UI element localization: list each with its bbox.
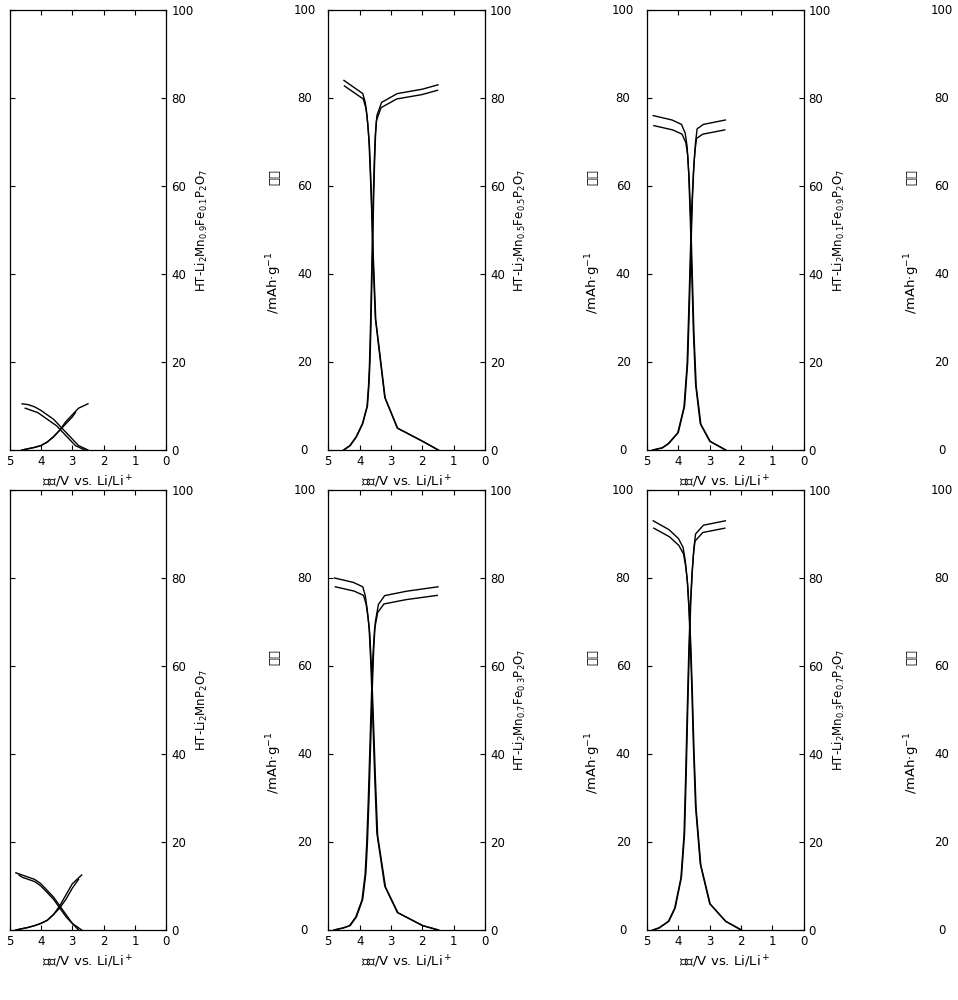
- Text: 100: 100: [612, 484, 634, 496]
- Text: /mAh·g$^{-1}$: /mAh·g$^{-1}$: [583, 732, 603, 794]
- Text: HT-Li$_2$MnP$_2$O$_7$: HT-Li$_2$MnP$_2$O$_7$: [194, 669, 210, 751]
- Text: 0: 0: [938, 444, 946, 457]
- X-axis label: 电压/V vs. Li/Li$^+$: 电压/V vs. Li/Li$^+$: [679, 473, 771, 490]
- Text: 容量: 容量: [268, 649, 281, 665]
- Text: 容量: 容量: [905, 169, 919, 185]
- Text: 40: 40: [297, 267, 312, 280]
- Text: 100: 100: [930, 484, 953, 496]
- Text: 80: 80: [616, 572, 630, 584]
- Text: /mAh·g$^{-1}$: /mAh·g$^{-1}$: [583, 252, 603, 314]
- Text: 0: 0: [301, 924, 308, 936]
- Text: 60: 60: [934, 660, 949, 673]
- Text: 100: 100: [293, 4, 315, 17]
- Text: 0: 0: [620, 924, 627, 936]
- Text: 100: 100: [293, 484, 315, 496]
- Text: 40: 40: [616, 748, 630, 760]
- Text: /mAh·g$^{-1}$: /mAh·g$^{-1}$: [902, 252, 922, 314]
- Text: 40: 40: [934, 748, 949, 760]
- Text: 80: 80: [297, 92, 311, 105]
- Text: 40: 40: [934, 267, 949, 280]
- Text: 80: 80: [297, 572, 311, 584]
- Text: 100: 100: [612, 4, 634, 17]
- Text: /mAh·g$^{-1}$: /mAh·g$^{-1}$: [902, 732, 922, 794]
- X-axis label: 电压/V vs. Li/Li$^+$: 电压/V vs. Li/Li$^+$: [679, 953, 771, 970]
- Text: 0: 0: [938, 924, 946, 936]
- X-axis label: 电压/V vs. Li/Li$^+$: 电压/V vs. Li/Li$^+$: [361, 473, 452, 490]
- Text: HT-Li$_2$Mn$_{0.7}$Fe$_{0.3}$P$_2$O$_7$: HT-Li$_2$Mn$_{0.7}$Fe$_{0.3}$P$_2$O$_7$: [513, 649, 529, 771]
- Text: 0: 0: [301, 444, 308, 457]
- Text: 20: 20: [934, 836, 949, 848]
- X-axis label: 电压/V vs. Li/Li$^+$: 电压/V vs. Li/Li$^+$: [42, 953, 134, 970]
- Text: /mAh·g$^{-1}$: /mAh·g$^{-1}$: [264, 252, 285, 314]
- Text: 20: 20: [616, 356, 630, 369]
- Text: 20: 20: [297, 356, 312, 369]
- X-axis label: 电压/V vs. Li/Li$^+$: 电压/V vs. Li/Li$^+$: [42, 473, 134, 490]
- Text: 20: 20: [934, 356, 949, 369]
- Text: 0: 0: [620, 444, 627, 457]
- Text: 60: 60: [297, 180, 312, 193]
- Text: 100: 100: [930, 4, 953, 17]
- Text: 60: 60: [616, 180, 630, 193]
- Text: 容量: 容量: [586, 649, 600, 665]
- Text: HT-Li$_2$Mn$_{0.1}$Fe$_{0.9}$P$_2$O$_7$: HT-Li$_2$Mn$_{0.1}$Fe$_{0.9}$P$_2$O$_7$: [831, 168, 847, 292]
- Text: 容量: 容量: [268, 169, 281, 185]
- Text: 40: 40: [616, 267, 630, 280]
- Text: 容量: 容量: [905, 649, 919, 665]
- Text: 80: 80: [934, 572, 949, 584]
- Text: 60: 60: [616, 660, 630, 673]
- Text: 40: 40: [297, 748, 312, 760]
- Text: 80: 80: [934, 92, 949, 105]
- Text: HT-Li$_2$Mn$_{0.5}$Fe$_{0.5}$P$_2$O$_7$: HT-Li$_2$Mn$_{0.5}$Fe$_{0.5}$P$_2$O$_7$: [513, 168, 529, 292]
- Text: HT-Li$_2$Mn$_{0.3}$Fe$_{0.7}$P$_2$O$_7$: HT-Li$_2$Mn$_{0.3}$Fe$_{0.7}$P$_2$O$_7$: [831, 649, 847, 771]
- Text: 60: 60: [934, 180, 949, 193]
- Text: 20: 20: [616, 836, 630, 848]
- Text: /mAh·g$^{-1}$: /mAh·g$^{-1}$: [264, 732, 285, 794]
- Text: HT-Li$_2$Mn$_{0.9}$Fe$_{0.1}$P$_2$O$_7$: HT-Li$_2$Mn$_{0.9}$Fe$_{0.1}$P$_2$O$_7$: [194, 168, 210, 292]
- X-axis label: 电压/V vs. Li/Li$^+$: 电压/V vs. Li/Li$^+$: [361, 953, 452, 970]
- Text: 20: 20: [297, 836, 312, 848]
- Text: 容量: 容量: [586, 169, 600, 185]
- Text: 80: 80: [616, 92, 630, 105]
- Text: 60: 60: [297, 660, 312, 673]
